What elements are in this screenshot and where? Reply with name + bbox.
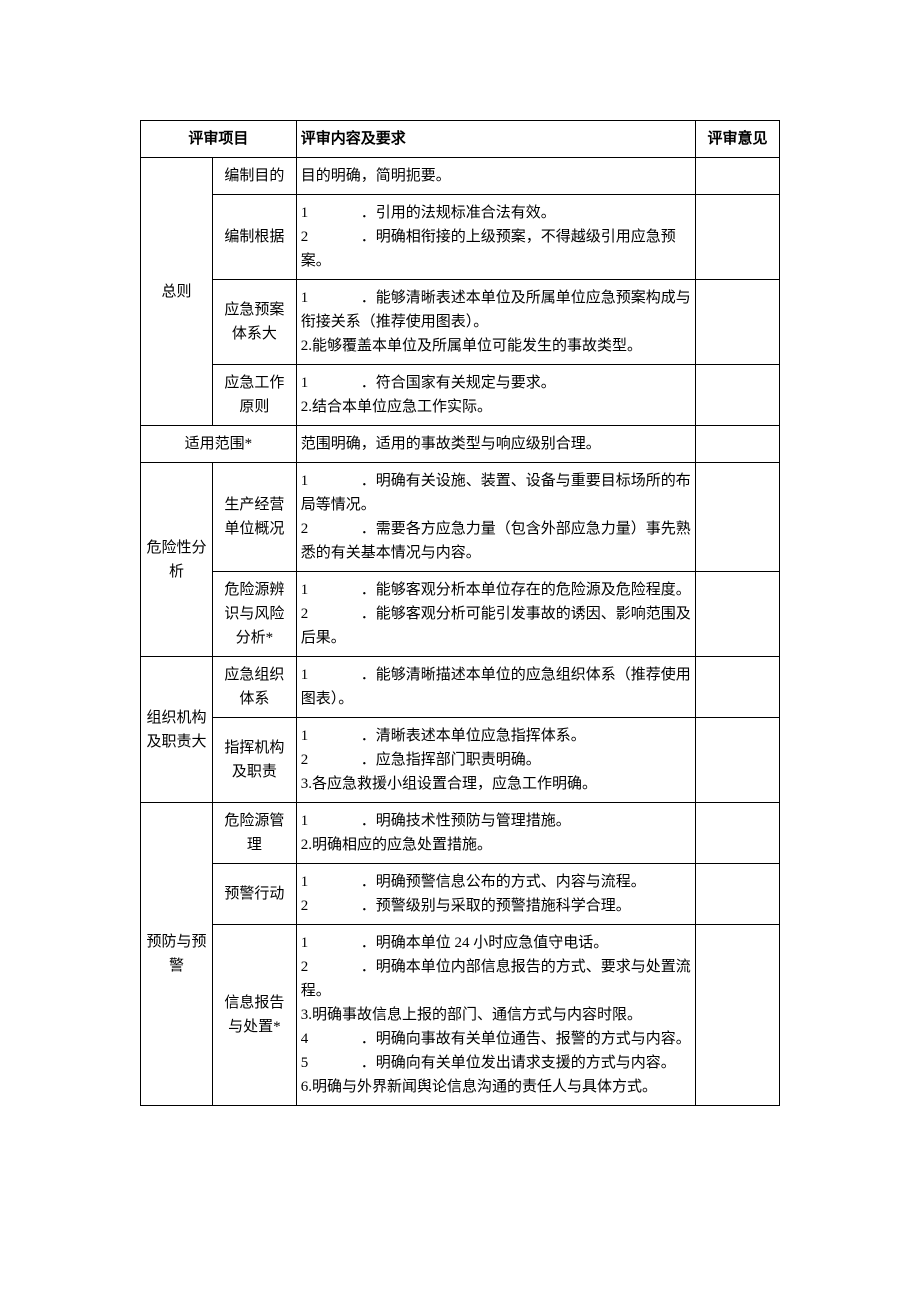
table-row: 应急工作原则1．符合国家有关规定与要求。2.结合本单位应急工作实际。 [141, 365, 780, 426]
table-row: 适用范围*范围明确，适用的事故类型与响应级别合理。 [141, 426, 780, 463]
table-row: 指挥机构及职责1．清晰表述本单位应急指挥体系。2．应急指挥部门职责明确。3.各应… [141, 718, 780, 803]
table-row: 组织机构及职责大应急组织体系1．能够清晰描述本单位的应急组织体系（推荐使用图表）… [141, 657, 780, 718]
table-row: 预警行动1．明确预警信息公布的方式、内容与流程。2．预警级别与采取的预警措施科学… [141, 864, 780, 925]
requirement-cell: 目的明确，简明扼要。 [296, 158, 695, 195]
opinion-cell [696, 426, 780, 463]
subitem-cell: 信息报告与处置* [212, 925, 296, 1106]
subitem-cell: 应急预案体系大 [212, 280, 296, 365]
opinion-cell [696, 925, 780, 1106]
header-project: 评审项目 [141, 121, 297, 158]
opinion-cell [696, 195, 780, 280]
requirement-cell: 1．能够清晰表述本单位及所属单位应急预案构成与衔接关系（推荐使用图表）。2.能够… [296, 280, 695, 365]
opinion-cell [696, 463, 780, 572]
table-row: 编制根据1．引用的法规标准合法有效。2．明确相衔接的上级预案，不得越级引用应急预… [141, 195, 780, 280]
category-cell: 总则 [141, 158, 213, 426]
opinion-cell [696, 365, 780, 426]
requirement-cell: 1．能够客观分析本单位存在的危险源及危险程度。2．能够客观分析可能引发事故的诱因… [296, 572, 695, 657]
category-cell: 预防与预警 [141, 803, 213, 1106]
opinion-cell [696, 572, 780, 657]
review-table: 评审项目 评审内容及要求 评审意见 总则编制目的目的明确，简明扼要。编制根据1．… [140, 120, 780, 1106]
table-row: 危险性分析生产经营单位概况1．明确有关设施、装置、设备与重要目标场所的布局等情况… [141, 463, 780, 572]
category-cell: 适用范围* [141, 426, 297, 463]
requirement-cell: 范围明确，适用的事故类型与响应级别合理。 [296, 426, 695, 463]
subitem-cell: 编制目的 [212, 158, 296, 195]
requirement-cell: 1．明确本单位 24 小时应急值守电话。2．明确本单位内部信息报告的方式、要求与… [296, 925, 695, 1106]
header-opinion: 评审意见 [696, 121, 780, 158]
opinion-cell [696, 280, 780, 365]
requirement-cell: 1．符合国家有关规定与要求。2.结合本单位应急工作实际。 [296, 365, 695, 426]
category-cell: 危险性分析 [141, 463, 213, 657]
opinion-cell [696, 657, 780, 718]
table-row: 应急预案体系大1．能够清晰表述本单位及所属单位应急预案构成与衔接关系（推荐使用图… [141, 280, 780, 365]
requirement-cell: 1．明确有关设施、装置、设备与重要目标场所的布局等情况。2．需要各方应急力量（包… [296, 463, 695, 572]
opinion-cell [696, 158, 780, 195]
category-cell: 组织机构及职责大 [141, 657, 213, 803]
subitem-cell: 预警行动 [212, 864, 296, 925]
requirement-cell: 1．能够清晰描述本单位的应急组织体系（推荐使用图表）。 [296, 657, 695, 718]
subitem-cell: 编制根据 [212, 195, 296, 280]
requirement-cell: 1．明确预警信息公布的方式、内容与流程。2．预警级别与采取的预警措施科学合理。 [296, 864, 695, 925]
subitem-cell: 生产经营单位概况 [212, 463, 296, 572]
header-content: 评审内容及要求 [296, 121, 695, 158]
header-row: 评审项目 评审内容及要求 评审意见 [141, 121, 780, 158]
subitem-cell: 应急工作原则 [212, 365, 296, 426]
opinion-cell [696, 803, 780, 864]
requirement-cell: 1．明确技术性预防与管理措施。2.明确相应的应急处置措施。 [296, 803, 695, 864]
subitem-cell: 危险源辨识与风险分析* [212, 572, 296, 657]
requirement-cell: 1．清晰表述本单位应急指挥体系。2．应急指挥部门职责明确。3.各应急救援小组设置… [296, 718, 695, 803]
opinion-cell [696, 718, 780, 803]
opinion-cell [696, 864, 780, 925]
table-row: 危险源辨识与风险分析*1．能够客观分析本单位存在的危险源及危险程度。2．能够客观… [141, 572, 780, 657]
subitem-cell: 应急组织体系 [212, 657, 296, 718]
subitem-cell: 危险源管理 [212, 803, 296, 864]
table-row: 信息报告与处置*1．明确本单位 24 小时应急值守电话。2．明确本单位内部信息报… [141, 925, 780, 1106]
table-row: 总则编制目的目的明确，简明扼要。 [141, 158, 780, 195]
subitem-cell: 指挥机构及职责 [212, 718, 296, 803]
requirement-cell: 1．引用的法规标准合法有效。2．明确相衔接的上级预案，不得越级引用应急预案。 [296, 195, 695, 280]
table-row: 预防与预警危险源管理1．明确技术性预防与管理措施。2.明确相应的应急处置措施。 [141, 803, 780, 864]
